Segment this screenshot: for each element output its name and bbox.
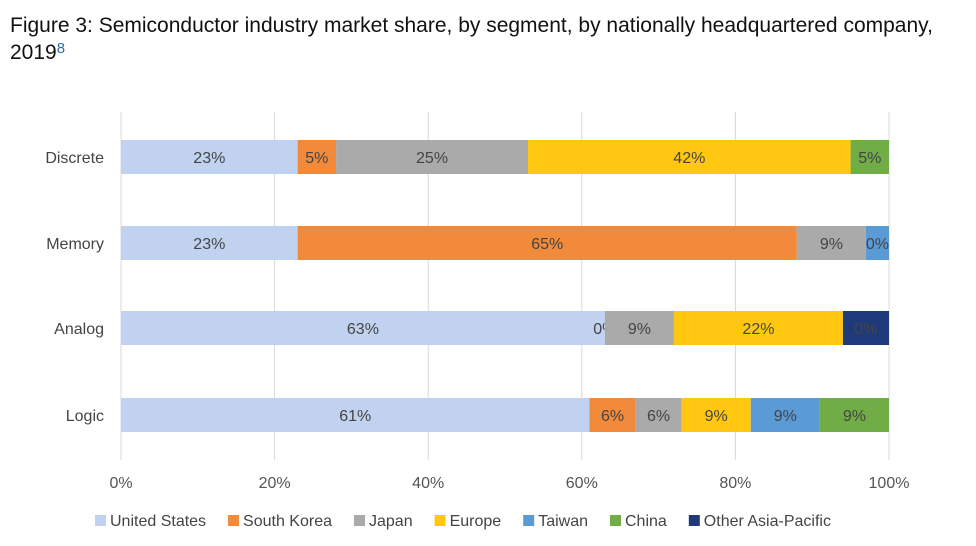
legend-label: Taiwan <box>538 513 588 530</box>
data-label: 65% <box>531 236 563 253</box>
data-label: 9% <box>843 408 866 425</box>
x-tick-label: 40% <box>412 475 444 492</box>
bar-segment <box>819 398 889 432</box>
bar-segment <box>635 398 682 432</box>
chart-title: Figure 3: Semiconductor industry market … <box>10 14 933 64</box>
legend-swatch <box>523 515 535 526</box>
legend-swatch <box>688 515 700 526</box>
legend: United States South Korea Japan Europe Taiwa… <box>95 513 831 530</box>
bar-segment <box>681 398 751 432</box>
bar-segment <box>796 226 866 260</box>
legend-label: United States <box>110 513 206 530</box>
legend-swatch <box>228 515 240 526</box>
category-label: Logic <box>66 408 104 425</box>
bars: 23%5%25%42%5%23%65%9%0%63%0%9%22%0%61%6%… <box>121 140 889 432</box>
x-axis-ticks: 0% 20% 40% 60% 80% 100% <box>109 475 909 492</box>
bar-segment <box>673 311 843 345</box>
data-label: 0% <box>866 236 889 253</box>
bar-segment <box>297 140 337 174</box>
legend-label: China <box>625 513 667 530</box>
data-label: 5% <box>858 150 881 167</box>
data-label: 9% <box>705 408 728 425</box>
data-label: 0% <box>854 321 877 338</box>
data-label: 23% <box>193 236 225 253</box>
bar-segment <box>865 226 889 260</box>
x-tick-label: 20% <box>259 475 291 492</box>
bar-segment <box>121 398 590 432</box>
bar-segment <box>121 311 605 345</box>
data-label: 63% <box>347 321 379 338</box>
x-tick-label: 80% <box>719 475 751 492</box>
legend-swatch <box>95 515 106 526</box>
legend-label: Europe <box>450 513 502 530</box>
data-label: 6% <box>647 408 670 425</box>
bar-segment <box>589 398 636 432</box>
legend-label: Other Asia-Pacific <box>704 513 831 530</box>
data-label: 25% <box>416 150 448 167</box>
x-tick-label: 100% <box>869 475 910 492</box>
data-label: 9% <box>628 321 651 338</box>
bar-segment <box>850 140 889 174</box>
bar-segment <box>842 311 889 345</box>
data-label: 23% <box>193 150 225 167</box>
legend-swatch <box>610 515 621 526</box>
bar-segment <box>297 226 797 260</box>
legend-swatch <box>354 515 366 526</box>
data-label: 9% <box>820 236 843 253</box>
data-label: 6% <box>601 408 624 425</box>
bar-segment <box>121 226 298 260</box>
legend-label: Japan <box>369 513 413 530</box>
bar-segment <box>121 140 298 174</box>
footnote-marker[interactable]: 8 <box>56 40 66 57</box>
data-label: 61% <box>339 408 371 425</box>
data-label: 5% <box>305 150 328 167</box>
legend-swatch <box>434 515 446 526</box>
data-label: 42% <box>673 150 705 167</box>
bar-segment <box>528 140 851 174</box>
data-label: 9% <box>774 408 797 425</box>
category-label: Analog <box>54 321 104 338</box>
category-labels: Discrete Memory Analog Logic <box>45 150 104 425</box>
bar-segment <box>750 398 820 432</box>
x-tick-label: 0% <box>109 475 132 492</box>
category-label: Discrete <box>45 150 104 167</box>
data-label: 22% <box>742 321 774 338</box>
legend-label: South Korea <box>243 513 332 530</box>
x-tick-label: 60% <box>566 475 598 492</box>
bar-segment <box>336 140 529 174</box>
bar-segment <box>604 311 674 345</box>
category-label: Memory <box>46 236 104 253</box>
